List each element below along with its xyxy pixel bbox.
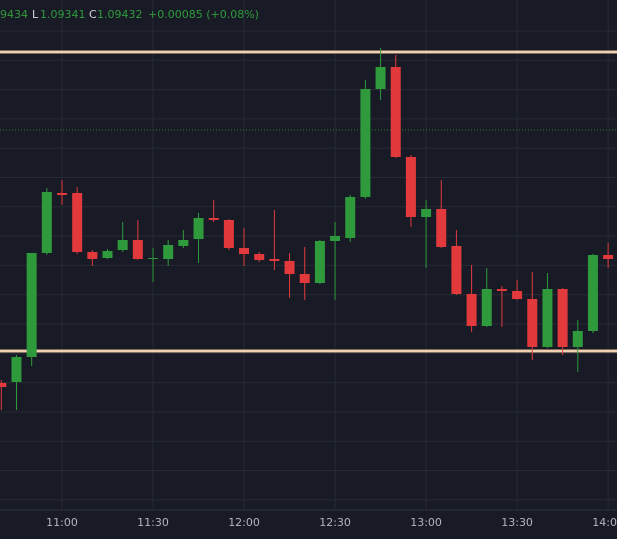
candle-body: [0, 383, 7, 387]
candle-body: [87, 252, 98, 259]
header-text: 1.09432: [97, 8, 143, 21]
candle-body: [527, 299, 538, 347]
x-tick-label: 13:00: [410, 516, 442, 529]
x-tick-label: 12:00: [228, 516, 260, 529]
candle-body: [557, 289, 568, 347]
candle-body: [254, 254, 265, 260]
header-text: L: [32, 8, 39, 21]
candle-body: [102, 251, 113, 258]
candle-body: [208, 218, 219, 220]
header-text: 1.09341: [40, 8, 86, 21]
header-text: +0.00085 (+0.08%): [148, 8, 259, 21]
header-text: C: [89, 8, 97, 21]
candle-body: [572, 331, 583, 347]
candle-body: [148, 258, 159, 259]
candle-body: [299, 274, 310, 283]
candle-body: [284, 261, 295, 274]
candle-body: [375, 67, 386, 89]
candle-body: [405, 157, 416, 217]
candle-body: [512, 291, 523, 299]
candle-body: [466, 294, 477, 326]
header-text: 9434: [0, 8, 28, 21]
candle-body: [269, 259, 280, 261]
candle-body: [178, 240, 189, 246]
candle-body: [57, 193, 67, 195]
candle-body: [239, 248, 250, 254]
x-tick-label: 11:30: [137, 516, 169, 529]
candle-body: [117, 240, 128, 250]
candle-body: [314, 241, 325, 283]
ohlc-header: 9434 L 1.09341 C 1.09432 +0.00085 (+0.08%): [0, 8, 259, 21]
candle-body: [451, 246, 462, 294]
candle-body: [41, 192, 52, 253]
candle-body: [360, 89, 371, 197]
candle-body: [603, 255, 614, 259]
x-tick-label: 12:30: [319, 516, 351, 529]
candle-body: [223, 220, 234, 248]
candle-body: [481, 289, 492, 326]
candle-body: [390, 67, 401, 157]
candle-body: [330, 236, 341, 241]
candle-body: [345, 197, 356, 238]
x-tick-label: 11:00: [46, 516, 78, 529]
candle-body: [72, 193, 83, 252]
candle-body: [587, 255, 598, 331]
candle-body: [436, 209, 447, 247]
plot: [0, 48, 617, 410]
candle-body: [132, 240, 143, 259]
x-tick-label: 14:00: [592, 516, 617, 529]
candle-body: [496, 289, 507, 291]
candle-body: [542, 289, 553, 347]
candle-body: [421, 209, 432, 217]
candle-body: [163, 245, 174, 259]
x-tick-label: 13:30: [501, 516, 533, 529]
grid: [0, 0, 617, 510]
candle-body: [193, 218, 204, 239]
candle-body: [26, 253, 37, 357]
candle-body: [11, 357, 22, 382]
